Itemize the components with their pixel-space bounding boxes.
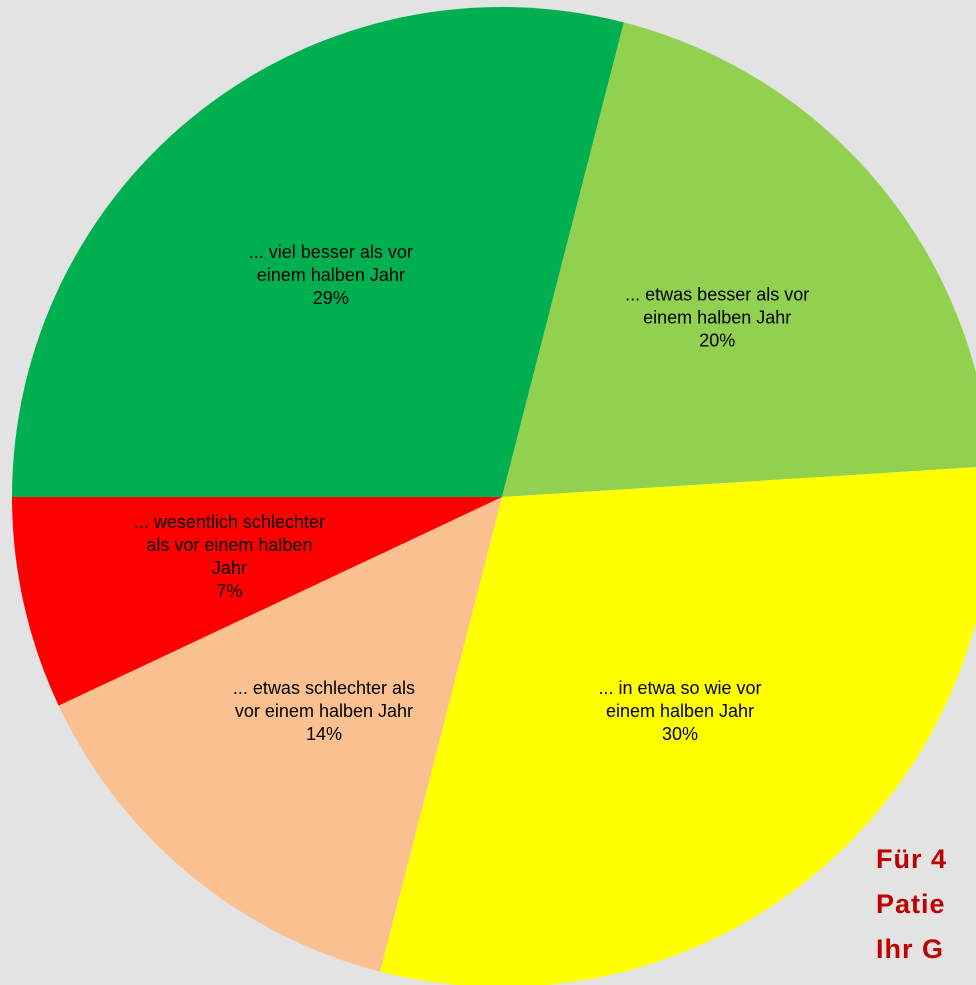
pie-slice: [58, 497, 503, 972]
slice-label-line: einem halben Jahr: [643, 308, 791, 328]
slice-label-line: einem halben Jahr: [257, 265, 405, 285]
value-label: 30%: [662, 724, 698, 744]
value-label: 14%: [306, 724, 342, 744]
pie-slice: [502, 22, 976, 497]
value-label: 29%: [313, 288, 349, 308]
pie: [11, 7, 976, 985]
annotation-line: Ihr G: [876, 934, 944, 964]
slice-label-line: Jahr: [212, 558, 247, 578]
annotation-line: Patie: [876, 889, 946, 919]
labels: ... viel besser als vor einem halben Jahr…: [134, 242, 809, 744]
slice-label-line: ... etwas schlechter als: [233, 678, 415, 698]
slice-label-line: ... wesentlich schlechter: [134, 512, 325, 532]
value-label: 7%: [216, 581, 242, 601]
slice-label: ... etwas besser als vor einem halben Jah…: [625, 285, 809, 328]
slice-label-line: vor einem halben Jahr: [235, 701, 413, 721]
slice-label-line: ... in etwa so wie vor: [598, 678, 761, 698]
pie-slice: [380, 467, 976, 985]
slice-label-line: ... viel besser als vor: [249, 242, 413, 262]
slice-label: ... in etwa so wie vor einem halben Jahr: [598, 678, 761, 721]
pie-slice: [12, 7, 624, 498]
pie-slice: [11, 497, 502, 706]
value-label: 20%: [699, 331, 735, 351]
slice-label: ... wesentlich schlechter als vor einem h…: [134, 512, 325, 578]
slice-label-line: einem halben Jahr: [606, 701, 754, 721]
slice-label: ... viel besser als vor einem halben Jahr: [249, 242, 413, 285]
annotation-line: Für 4: [876, 844, 947, 874]
slice-label-line: ... etwas besser als vor: [625, 285, 809, 305]
slice-label: ... etwas schlechter als vor einem halben…: [233, 678, 415, 721]
slice-label-line: als vor einem halben: [146, 535, 312, 555]
